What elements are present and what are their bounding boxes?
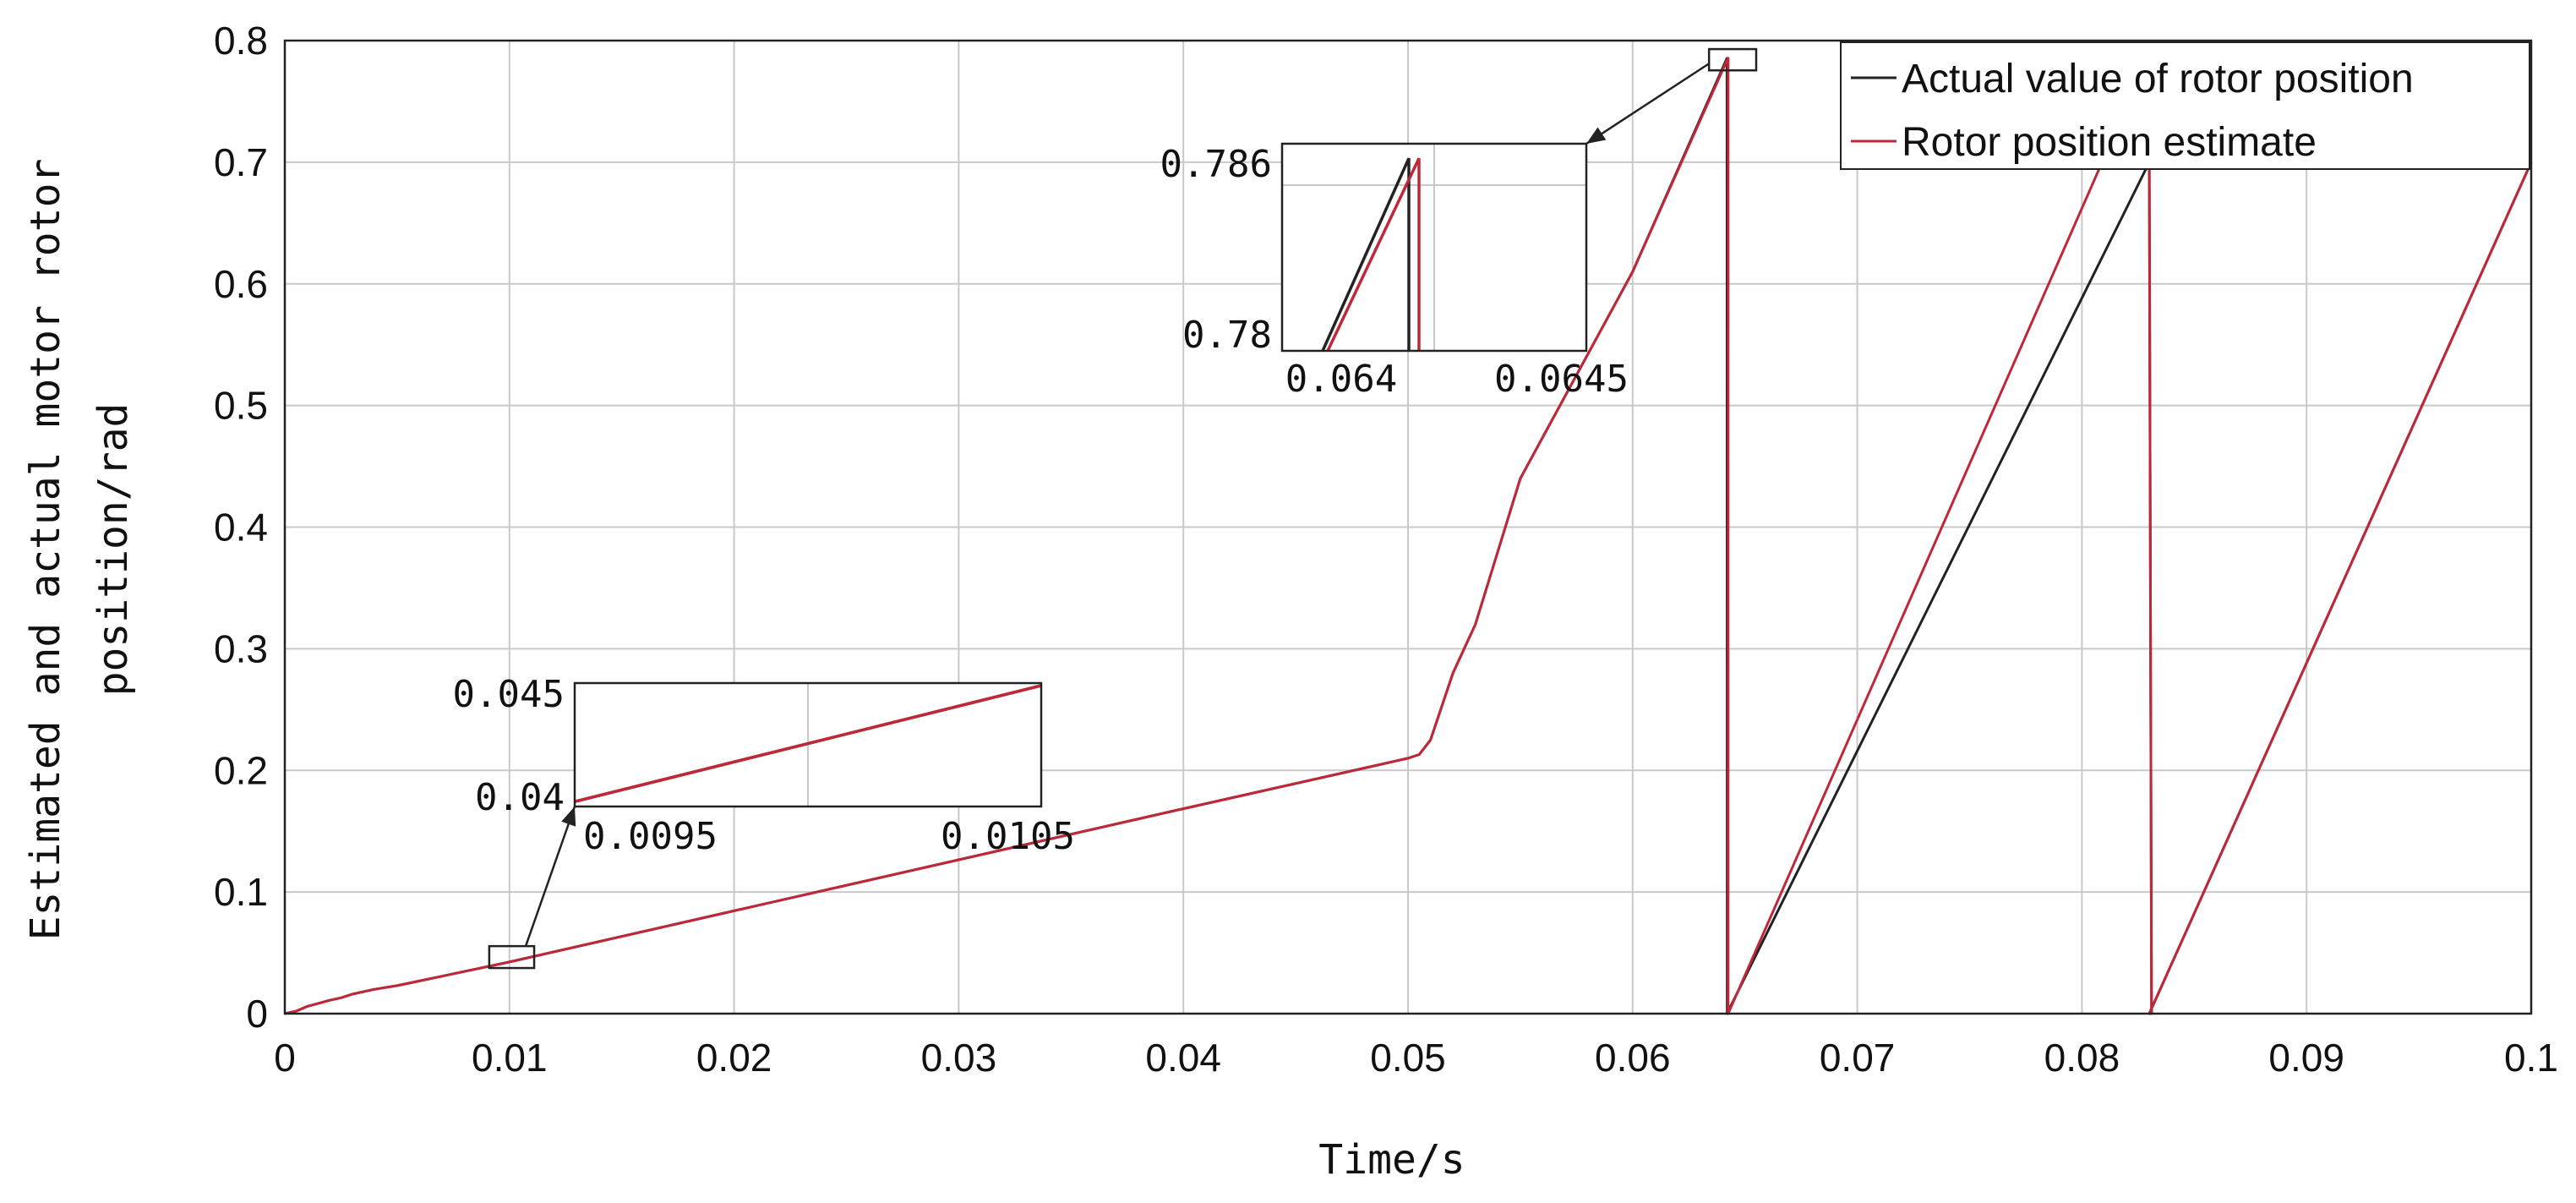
legend-label: Actual value of rotor position [1902, 57, 2414, 101]
inset-x-tick-label: 0.0095 [583, 815, 718, 858]
inset-y-tick-label: 0.045 [453, 673, 565, 716]
y-tick-label: 0.5 [214, 384, 268, 428]
zoom-connector-line [1585, 63, 1710, 145]
legend-box [1840, 41, 2530, 170]
y-tick-label: 0.2 [214, 748, 268, 792]
inset-y-tick-label: 0.786 [1160, 143, 1272, 186]
y-axis-title: Estimated and actual motor rotor positio… [22, 159, 137, 941]
inset-x-tick-label: 0.0645 [1494, 358, 1629, 401]
inset-frame [1280, 142, 1588, 353]
y-tick-label: 0 [246, 992, 268, 1036]
inset-y-tick-label: 0.04 [475, 776, 565, 819]
x-tick-label: 0.1 [2504, 1036, 2558, 1080]
y-axis-title-line-1: Estimated and actual motor rotor [22, 159, 69, 941]
y-tick-label: 0.6 [214, 262, 268, 306]
legend: Actual value of rotor position Rotor posi… [1840, 41, 2530, 170]
y-tick-label: 0.8 [214, 19, 268, 63]
inset-x-tick-label: 0.064 [1285, 358, 1397, 401]
x-tick-label: 0.01 [472, 1036, 548, 1080]
inset-y-tick-label: 0.78 [1182, 314, 1272, 357]
tick-labels: 0 0.01 0.02 0.03 0.04 0.05 0.06 0.07 0.08 0.09 0.1… [214, 19, 2558, 1080]
zoom-inset-1: 0.0095 0.0105 0.045 0.04 [453, 673, 1075, 970]
x-axis-title: Time/s [1318, 1136, 1465, 1184]
x-tick-label: 0.03 [921, 1036, 997, 1080]
x-tick-label: 0.08 [2044, 1036, 2120, 1080]
inset-series-line-actual [1321, 157, 1411, 352]
x-tick-label: 0.05 [1370, 1036, 1446, 1080]
zoom-source-region [488, 944, 536, 970]
x-tick-label: 0.09 [2268, 1036, 2344, 1080]
x-tick-label: 0.04 [1145, 1036, 1221, 1080]
zoom-inset-2: 0.064 0.0645 0.786 0.78 [1160, 47, 1758, 401]
y-tick-label: 0.7 [214, 140, 268, 184]
inset-series-line-estimate [1326, 157, 1421, 352]
legend-label: Rotor position estimate [1902, 120, 2317, 165]
inset-layer: 0.0095 0.0105 0.045 0.04 0.064 0.0645 0.786 0.7… [453, 47, 1758, 970]
zoom-arrowhead [1586, 127, 1607, 144]
zoom-source-region [1707, 47, 1758, 72]
y-tick-label: 0.3 [214, 626, 268, 670]
inset-series-line-estimate [574, 684, 1042, 803]
y-axis-title-line-2: position/rad [90, 403, 137, 697]
x-tick-label: 0.07 [1820, 1036, 1896, 1080]
x-tick-label: 0.06 [1595, 1036, 1671, 1080]
zoom-connector-line [524, 806, 576, 947]
x-tick-label: 0 [274, 1036, 296, 1080]
series-line-estimate [284, 57, 2533, 1015]
y-tick-label: 0.1 [214, 870, 268, 914]
x-tick-label: 0.02 [696, 1036, 772, 1080]
inset-frame [573, 681, 1043, 808]
inset-x-tick-label: 0.0105 [941, 815, 1075, 858]
plot-frame [283, 39, 2533, 1015]
zoom-arrowhead [561, 807, 576, 827]
y-tick-label: 0.4 [214, 506, 268, 550]
